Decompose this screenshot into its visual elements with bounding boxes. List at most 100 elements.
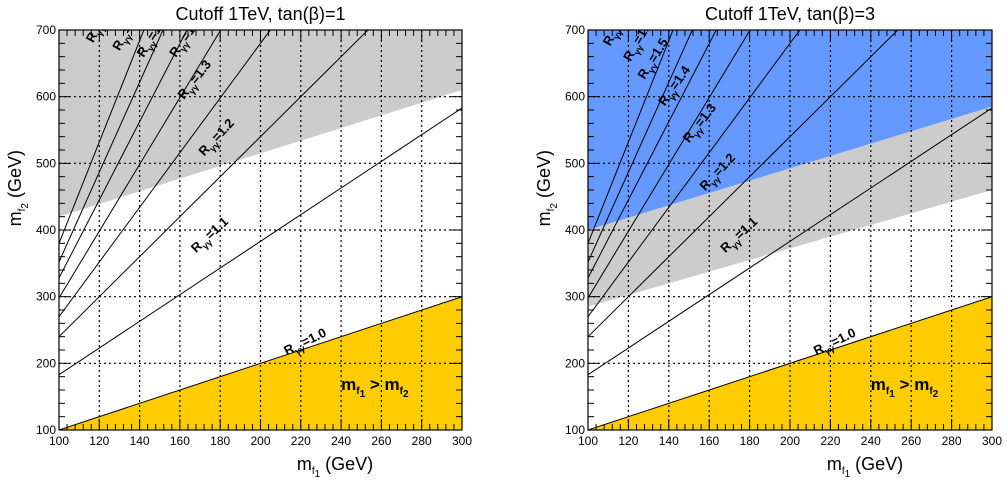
x-axis-label-main: m <box>297 454 312 474</box>
y-tick-label: 600 <box>36 90 56 104</box>
contour-label: Rγγ=1.6 <box>109 6 147 54</box>
x-axis-label-sub: f <box>842 466 845 477</box>
x-axis-label-subsub: 1 <box>845 469 851 480</box>
x-axis-label-unit: (GeV) <box>320 454 373 474</box>
x-tick-label: 140 <box>659 434 679 448</box>
contour-label-sub: γγ <box>187 82 201 96</box>
contour-label-sub: γγ <box>667 88 681 102</box>
x-tick-label: 240 <box>861 434 881 448</box>
x-tick-label: 100 <box>49 434 69 448</box>
chart-title: Cutoff 1TeV, tan(β)=3 <box>705 4 875 24</box>
contour-label-sub: γγ <box>208 140 222 154</box>
y-axis-label-sub: f <box>546 208 557 211</box>
annotation-op: > <box>895 375 914 394</box>
x-tick-label: 160 <box>170 434 190 448</box>
contour-label-eq: = <box>609 17 626 31</box>
annotation-sub1: f <box>356 386 360 397</box>
contour-label-sub: γγ <box>632 43 646 57</box>
contour-label-sub: γγ <box>823 343 836 356</box>
contour-label-value: 1.5 <box>148 13 170 36</box>
y-axis-label-subsub: 2 <box>20 203 31 209</box>
annotation-m1: m <box>871 375 886 394</box>
annotation-sub2: f <box>400 386 404 397</box>
x-tick-label: 280 <box>942 434 962 448</box>
y-tick-label: 700 <box>565 23 585 37</box>
contour-label-sub: γγ <box>692 126 706 140</box>
x-axis-label: mf1 (GeV) <box>297 454 373 480</box>
contour-label: Rγγ=1.7 <box>83 0 120 46</box>
contour-label-eq: = <box>119 22 136 36</box>
contour-label-value: 1.0 <box>306 325 329 346</box>
annotation-subsub2: 2 <box>403 389 409 400</box>
contour-line-1-7 <box>59 30 145 244</box>
contour-line-1-0 <box>588 296 992 430</box>
x-tick-label: 260 <box>371 434 391 448</box>
contour-line-1-4 <box>588 30 751 299</box>
contour-line-1-3 <box>588 30 801 317</box>
y-tick-label: 600 <box>565 90 585 104</box>
contour-label-value: 1.0 <box>835 325 858 346</box>
y-axis-label-subsub: 2 <box>549 203 560 209</box>
annotation-subsub2: 2 <box>933 389 939 400</box>
contour-label-value: 1.6 <box>123 6 145 29</box>
x-tick-label: 120 <box>618 434 638 448</box>
y-tick-label: 500 <box>36 156 56 170</box>
x-tick-label: 220 <box>291 434 311 448</box>
contour-label: Rγγ=1.5 <box>634 35 673 83</box>
contour-label-sub: γγ <box>200 237 214 251</box>
chart-title: Cutoff 1TeV, tan(β)=1 <box>176 4 346 24</box>
y-tick-label: 700 <box>36 23 56 37</box>
y-tick-label: 300 <box>565 290 585 304</box>
y-axis-label: mf2 (GeV) <box>534 150 560 226</box>
annotation-m2: m <box>914 375 929 394</box>
contour-label-sub: γγ <box>94 24 108 38</box>
contour-line-1-0 <box>59 296 462 430</box>
contour-line-1-6 <box>588 30 693 263</box>
y-tick-label: 500 <box>565 156 585 170</box>
x-tick-label: 180 <box>210 434 230 448</box>
contour-line-1-1 <box>588 107 992 376</box>
y-tick-label: 400 <box>565 223 585 237</box>
contour-label-sub: γγ <box>121 33 135 47</box>
contour-label-eq: = <box>92 14 109 28</box>
y-axis-label: mf2 (GeV) <box>5 150 31 226</box>
contour-label-sub: γγ <box>145 39 159 53</box>
contour-line-1-1 <box>59 107 462 376</box>
contour-label-sub: γγ <box>729 237 743 251</box>
y-tick-label: 100 <box>36 423 56 437</box>
region-excluded-gray <box>59 30 462 217</box>
y-axis-label-unit: (GeV) <box>5 150 25 203</box>
contour-line-1-5 <box>59 30 188 279</box>
x-tick-label: 180 <box>740 434 760 448</box>
y-tick-label: 100 <box>565 423 585 437</box>
annotation-sub2: f <box>929 386 933 397</box>
y-tick-label: 400 <box>36 223 56 237</box>
annotation-sub1: f <box>886 386 890 397</box>
y-axis-label-main: m <box>5 211 25 226</box>
contour-label: Rγγ=1.2 <box>696 150 740 195</box>
contour-line-1-6 <box>59 30 164 263</box>
contour-label-value: 1.7 <box>612 1 634 24</box>
x-axis-label-sub: f <box>312 466 315 477</box>
region-annotation: mf1 > mf2 <box>341 375 409 400</box>
y-axis-label-unit: (GeV) <box>534 150 554 203</box>
x-tick-label: 200 <box>250 434 270 448</box>
contour-line-1-2 <box>588 30 899 338</box>
x-axis-label-subsub: 1 <box>315 469 321 480</box>
x-tick-label: 280 <box>412 434 432 448</box>
region-annotation: mf1 > mf2 <box>871 375 939 400</box>
x-tick-label: 240 <box>331 434 351 448</box>
x-tick-label: 300 <box>982 434 1002 448</box>
annotation-m1: m <box>341 375 356 394</box>
x-tick-label: 220 <box>820 434 840 448</box>
contour-label-value: 1.7 <box>95 0 117 21</box>
panel-2: Rγγ=1.0Rγγ=1.1Rγγ=1.2Rγγ=1.3Rγγ=1.4Rγγ=1… <box>534 1 1002 480</box>
annotation-m2: m <box>385 375 400 394</box>
contour-label: Rγγ=1.0 <box>811 325 859 361</box>
y-tick-label: 300 <box>36 290 56 304</box>
x-tick-label: 200 <box>780 434 800 448</box>
contour-line-1-7 <box>588 30 674 244</box>
x-tick-label: 300 <box>452 434 472 448</box>
